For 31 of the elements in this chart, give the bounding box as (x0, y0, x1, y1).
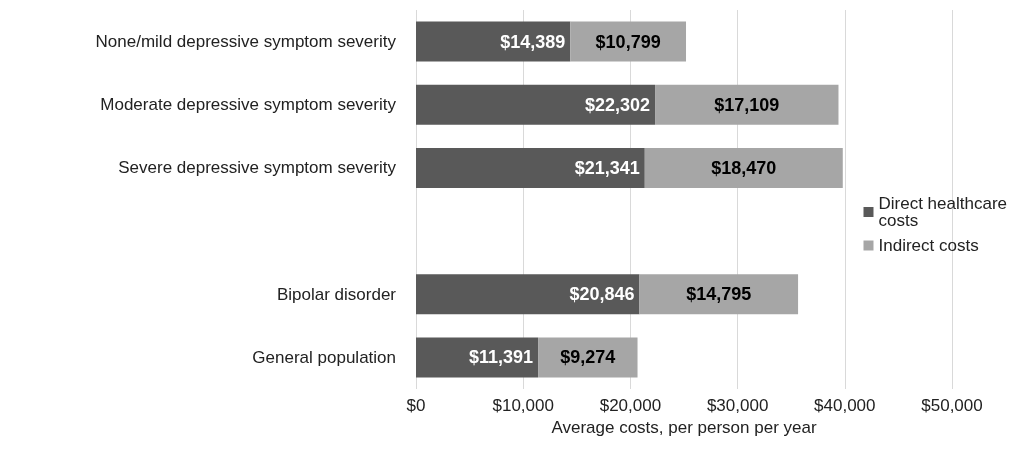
bar (416, 147, 645, 188)
data-label: $17,109 (714, 94, 780, 115)
bar (644, 147, 843, 188)
x-tick-label: $50,000 (921, 396, 983, 415)
y-tick-label: None/mild depressive symptom severity (95, 32, 397, 52)
data-label: $14,389 (500, 31, 566, 52)
data-label: $18,470 (711, 157, 777, 178)
data-label: $22,302 (585, 94, 651, 115)
data-label: $9,274 (560, 347, 616, 368)
data-label: $21,341 (574, 157, 640, 178)
bar (655, 84, 839, 125)
bar (416, 21, 571, 62)
legend-label: Direct healthcare costs (878, 194, 1008, 230)
data-label: $20,846 (569, 284, 635, 305)
bar (639, 274, 799, 315)
x-tick-label: $10,000 (492, 396, 554, 415)
x-tick-label: $40,000 (814, 396, 876, 415)
bar (416, 84, 656, 125)
bar (416, 274, 640, 315)
x-tick-label: $30,000 (706, 396, 769, 415)
y-tick-label: Severe depressive symptom severity (118, 158, 397, 178)
data-label: $14,795 (686, 284, 752, 305)
data-label: $11,391 (469, 347, 534, 368)
y-tick-label: General population (252, 347, 396, 367)
x-tick-label: $20,000 (599, 396, 662, 415)
x-tick-label: $0 (406, 396, 426, 415)
y-tick-label: Bipolar disorder (276, 284, 397, 304)
data-label: $10,799 (595, 31, 661, 52)
x-axis-title: Average costs, per person per year (551, 418, 817, 437)
legend-label: Indirect costs (878, 236, 979, 255)
y-tick-label: Moderate depressive symptom severity (100, 95, 397, 115)
